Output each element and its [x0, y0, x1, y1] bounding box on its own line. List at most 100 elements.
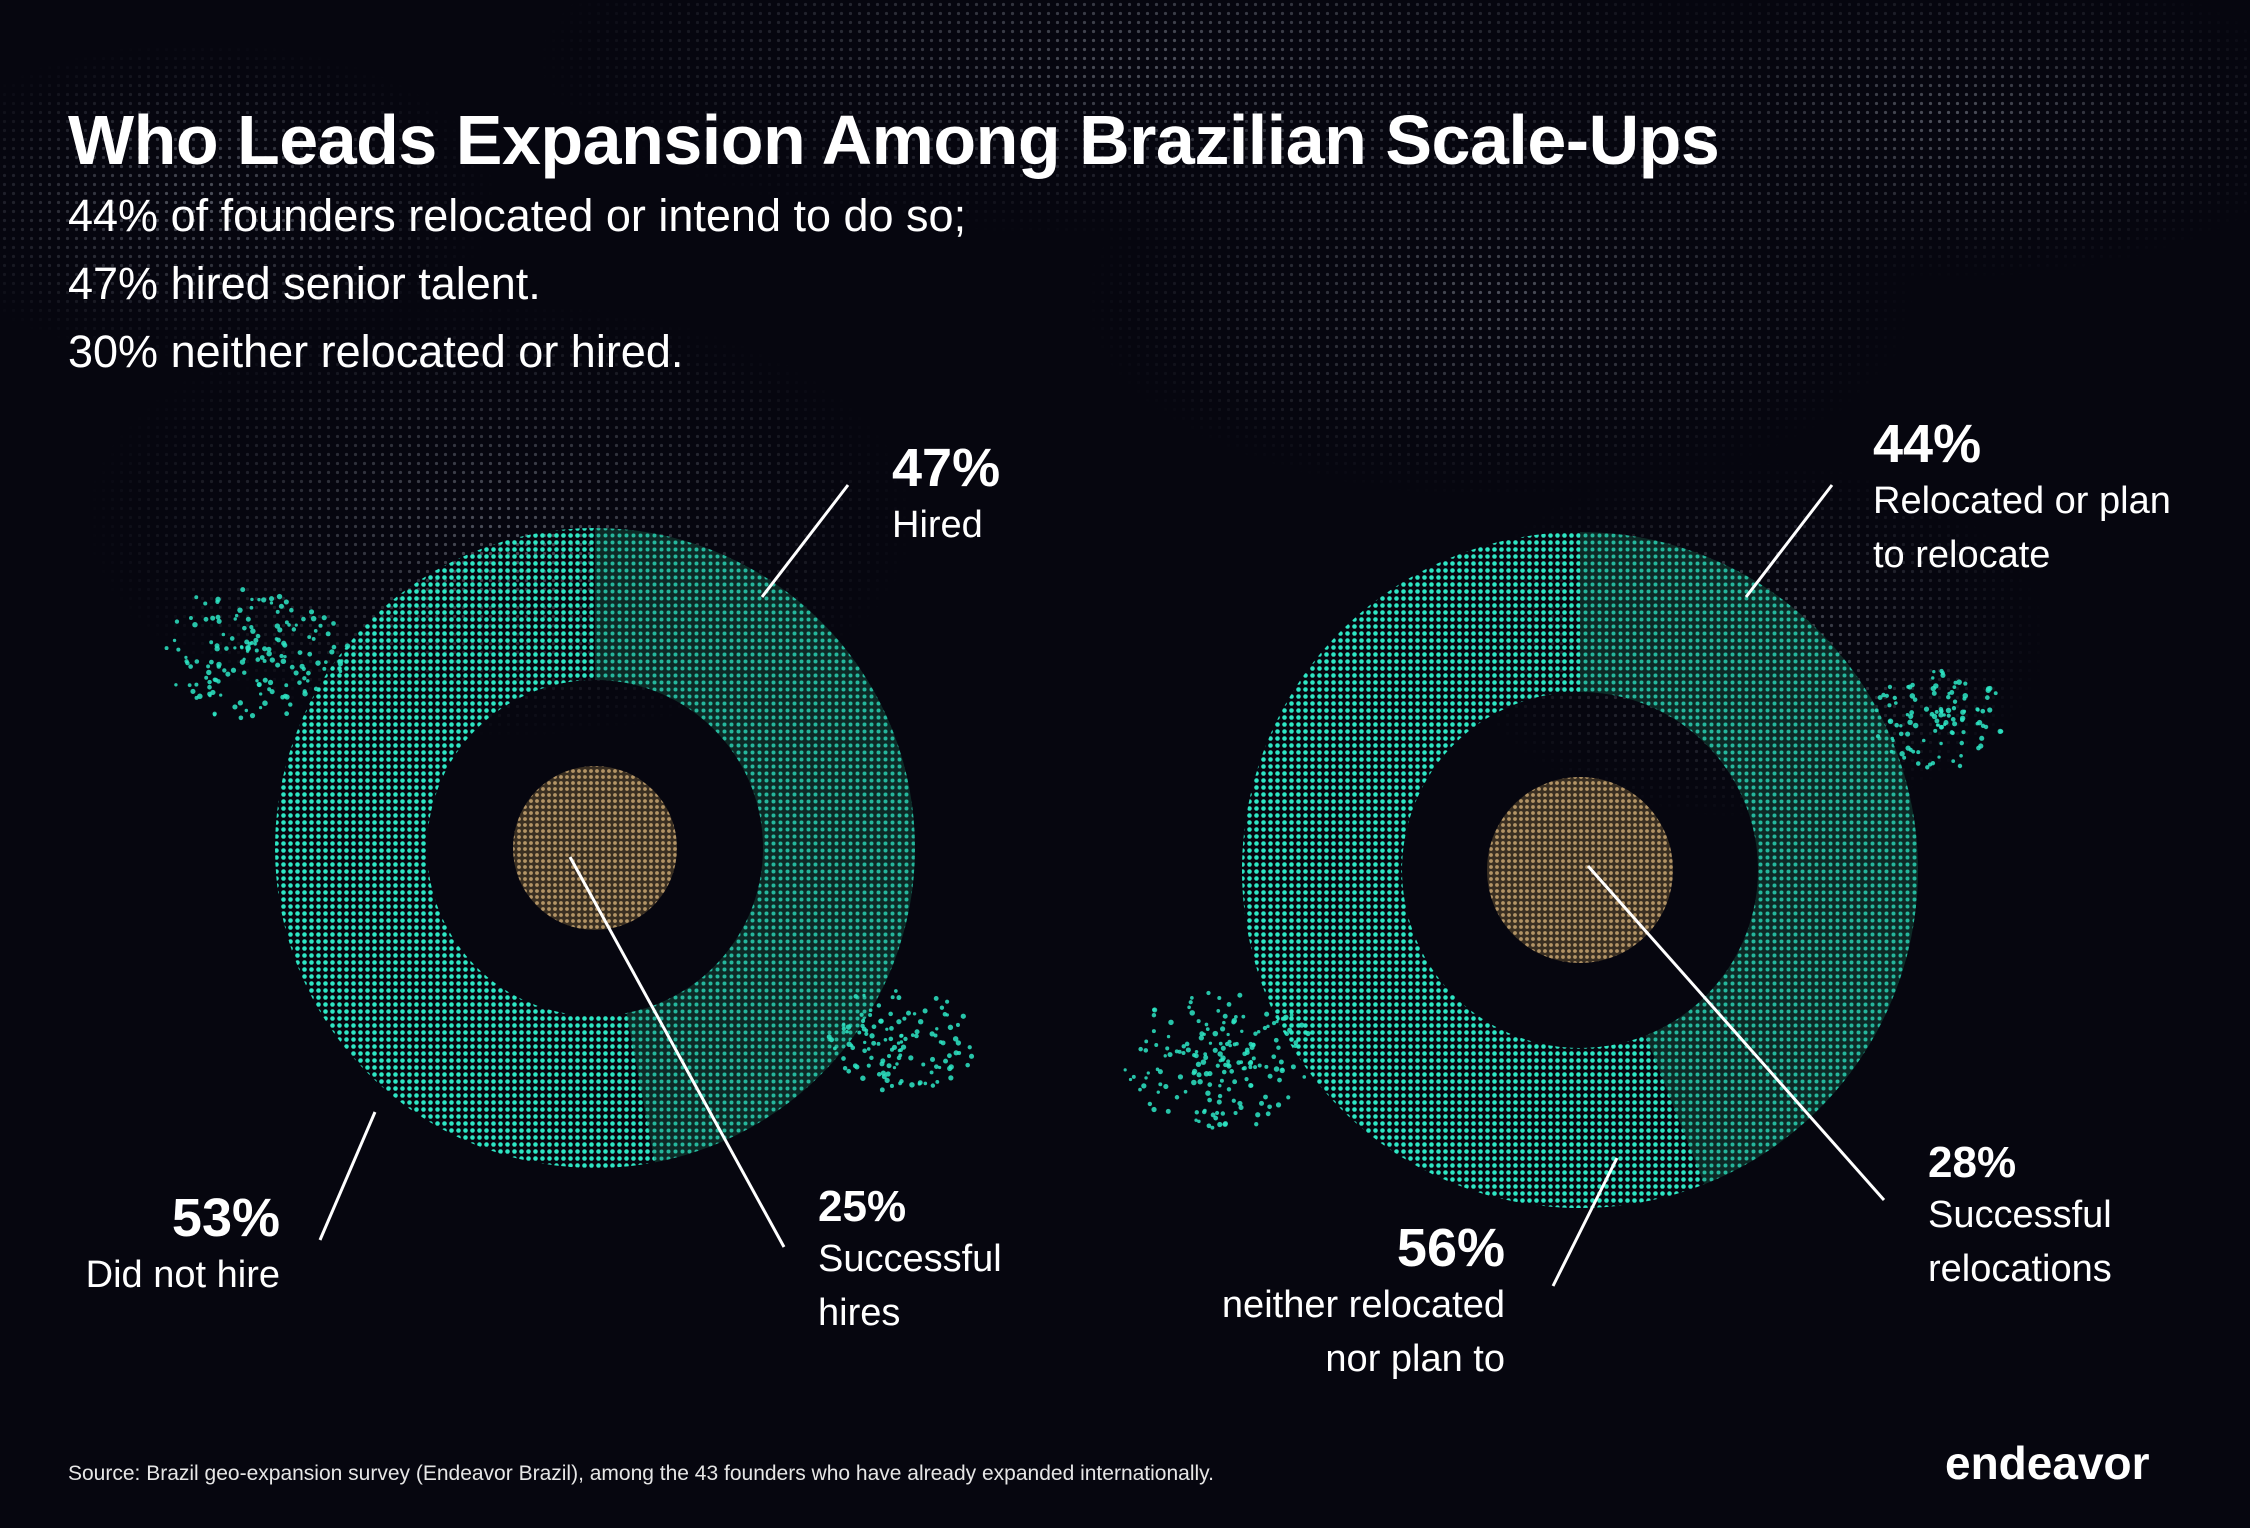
spill-dot [1284, 1031, 1290, 1036]
spill-dot [910, 1033, 915, 1037]
spill-dot [1963, 681, 1968, 686]
spill-dot [1257, 1063, 1262, 1068]
spill-dot [1168, 1019, 1174, 1026]
spill-dot [1933, 728, 1938, 733]
spill-dot [1275, 1019, 1279, 1024]
spill-dot [1244, 1077, 1249, 1082]
spill-dot [1939, 668, 1944, 674]
spill-dot [845, 1030, 849, 1034]
spill-dot [1276, 1045, 1281, 1050]
spill-dot [1975, 721, 1980, 726]
spill-dot [1166, 1034, 1171, 1039]
spill-dot [216, 664, 221, 669]
slice-relocated [1580, 532, 1918, 1185]
spill-dot [1151, 1029, 1156, 1034]
spill-dot [219, 693, 223, 697]
spill-dot [849, 1043, 854, 1048]
spill-dot [859, 1012, 864, 1017]
spill-dot [1912, 697, 1918, 702]
spill-dot [1207, 1071, 1213, 1077]
spill-dot [1877, 695, 1883, 701]
spill-dot [1181, 1044, 1186, 1049]
spill-dot [1247, 1060, 1253, 1066]
spill-dot [1959, 740, 1965, 746]
spill-dot [307, 651, 313, 657]
slice-hired [595, 528, 916, 1163]
spill-dot [1220, 1055, 1226, 1061]
spill-dot [294, 623, 298, 627]
spill-dot [1205, 1027, 1210, 1031]
spill-dot [1218, 1041, 1223, 1046]
spill-dot [862, 1048, 867, 1054]
spill-dot [1875, 734, 1881, 739]
spill-dot [1999, 729, 2004, 734]
spill-dot [1950, 716, 1956, 722]
spill-dot [933, 996, 939, 1001]
spill-dot [895, 1062, 899, 1066]
spill-dot [1888, 719, 1892, 723]
spill-dot [947, 1024, 954, 1031]
spill-dot [1213, 1115, 1219, 1121]
spill-dot [1985, 695, 1990, 700]
spill-dot [240, 645, 244, 650]
spill-dot [1887, 703, 1892, 708]
spill-dot [1938, 712, 1944, 718]
spill-dot [947, 1053, 952, 1059]
spill-dot [960, 1013, 966, 1019]
spill-dot [284, 683, 289, 688]
spill-dot [1208, 1041, 1213, 1045]
spill-dot [232, 704, 238, 710]
spill-dot [1907, 719, 1913, 725]
spill-dot [1987, 685, 1993, 691]
spill-dot [903, 1036, 908, 1042]
label-successful-hires: 25% Successful hires [818, 1182, 1002, 1340]
spill-dot [1930, 685, 1937, 692]
slice-relocated-other [1242, 532, 1705, 1208]
spill-dot [1265, 1111, 1271, 1117]
spill-dot [1220, 1111, 1226, 1116]
spill-dot [894, 989, 898, 993]
spill-dot [1165, 1046, 1170, 1051]
spill-dot [914, 1033, 919, 1039]
spill-dot [1931, 690, 1937, 696]
spill-dot [1946, 694, 1951, 700]
spill-dot [1193, 1053, 1199, 1059]
spill-dot [1221, 1069, 1227, 1075]
spill-dot [176, 647, 181, 652]
spill-dot [301, 666, 306, 671]
spill-dot [869, 1033, 875, 1039]
spill-dot [898, 1047, 903, 1053]
spill-dot [902, 1016, 907, 1021]
spill-dot [1289, 1012, 1294, 1017]
spill-dot [868, 1013, 873, 1018]
spill-dot [1138, 1046, 1143, 1052]
spill-dot [302, 676, 307, 681]
spill-dot [1207, 1082, 1213, 1088]
spill-dot [188, 616, 193, 620]
spill-dot [1141, 1083, 1147, 1089]
data-label-neither-line1: neither relocated [1221, 1284, 1505, 1326]
spill-dot [1280, 1067, 1285, 1072]
spill-dot [1273, 1037, 1279, 1043]
spill-dot [857, 1030, 862, 1035]
spill-dot [1240, 1029, 1244, 1033]
spill-dot [313, 629, 318, 633]
spill-dot [1233, 1111, 1238, 1116]
spill-dot [1157, 1069, 1163, 1075]
spill-dot [1947, 691, 1951, 696]
spill-dot [1195, 1061, 1202, 1068]
spill-dot [1146, 1071, 1150, 1075]
spill-dot [194, 659, 200, 664]
source-note: Source: Brazil geo-expansion survey (End… [68, 1462, 1214, 1485]
spill-dot [184, 655, 188, 659]
spill-dot [1253, 1031, 1258, 1036]
spill-dot [869, 1055, 874, 1061]
spill-dot [278, 603, 284, 609]
spill-dot [860, 1018, 866, 1024]
spill-dot [1931, 713, 1938, 720]
spill-dot [1959, 753, 1963, 758]
spill-dot [1218, 1084, 1222, 1088]
subtitle-line-2: 47% hired senior talent. [68, 258, 541, 309]
spill-dot [1144, 1076, 1148, 1080]
spill-dot [1151, 1106, 1157, 1113]
